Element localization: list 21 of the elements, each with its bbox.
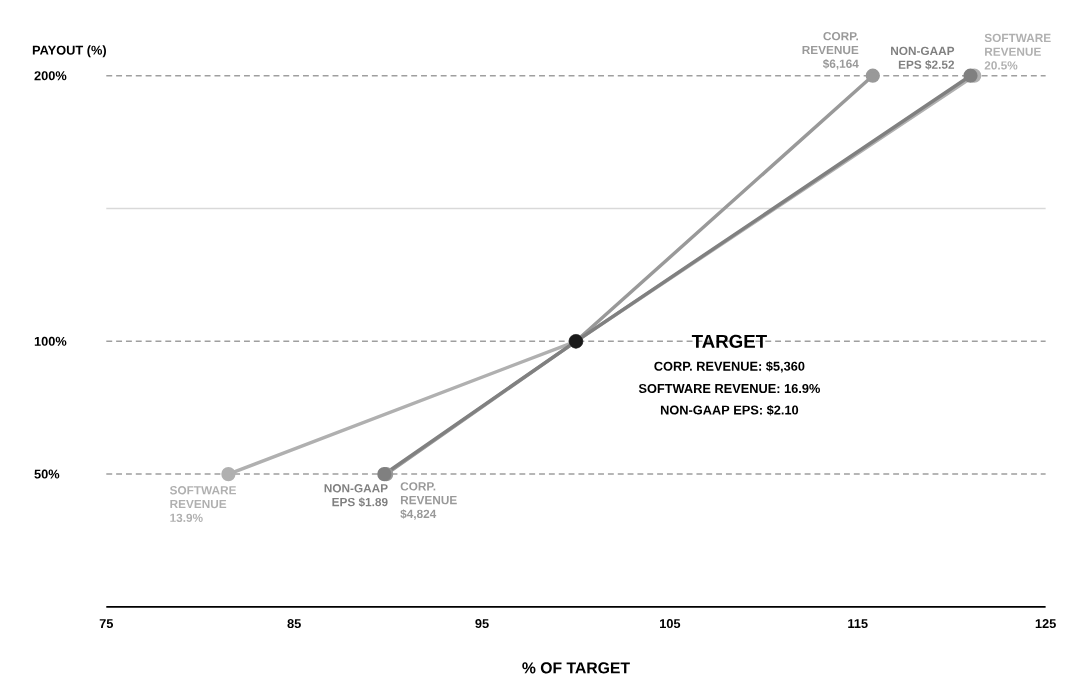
y-tick-label: 200% [34,71,67,81]
x-axis-title: % OF TARGET [522,662,630,674]
y-tick-label: 50% [34,469,60,479]
x-tick-label: 75 [99,619,114,629]
annotation: TARGET [691,334,767,349]
x-tick-label: 95 [475,619,489,629]
annotation: NON-GAAP EPS $1.89 [324,484,388,508]
y-tick-label: 100% [34,336,67,346]
x-tick-label: 105 [660,619,681,629]
x-tick-label: 115 [848,619,868,629]
x-tick-label: 125 [1035,619,1056,629]
x-tick-label: 85 [287,619,301,629]
annotation: CORP. REVENUE $6,164 [802,32,859,70]
annotation: SOFTWARE REVENUE: 16.9% [638,384,820,394]
annotation: CORP. REVENUE: $5,360 [654,361,805,373]
annotation: CORP. REVENUE $4,824 [400,482,457,520]
y-axis-title: PAYOUT (%) [32,45,106,58]
annotation: NON-GAAP EPS $2.52 [891,46,955,70]
annotation: SOFTWARE REVENUE 20.5% [984,33,1051,70]
annotation: SOFTWARE REVENUE 13.9% [169,486,237,523]
annotation: NON-GAAP EPS: $2.10 [660,405,799,416]
